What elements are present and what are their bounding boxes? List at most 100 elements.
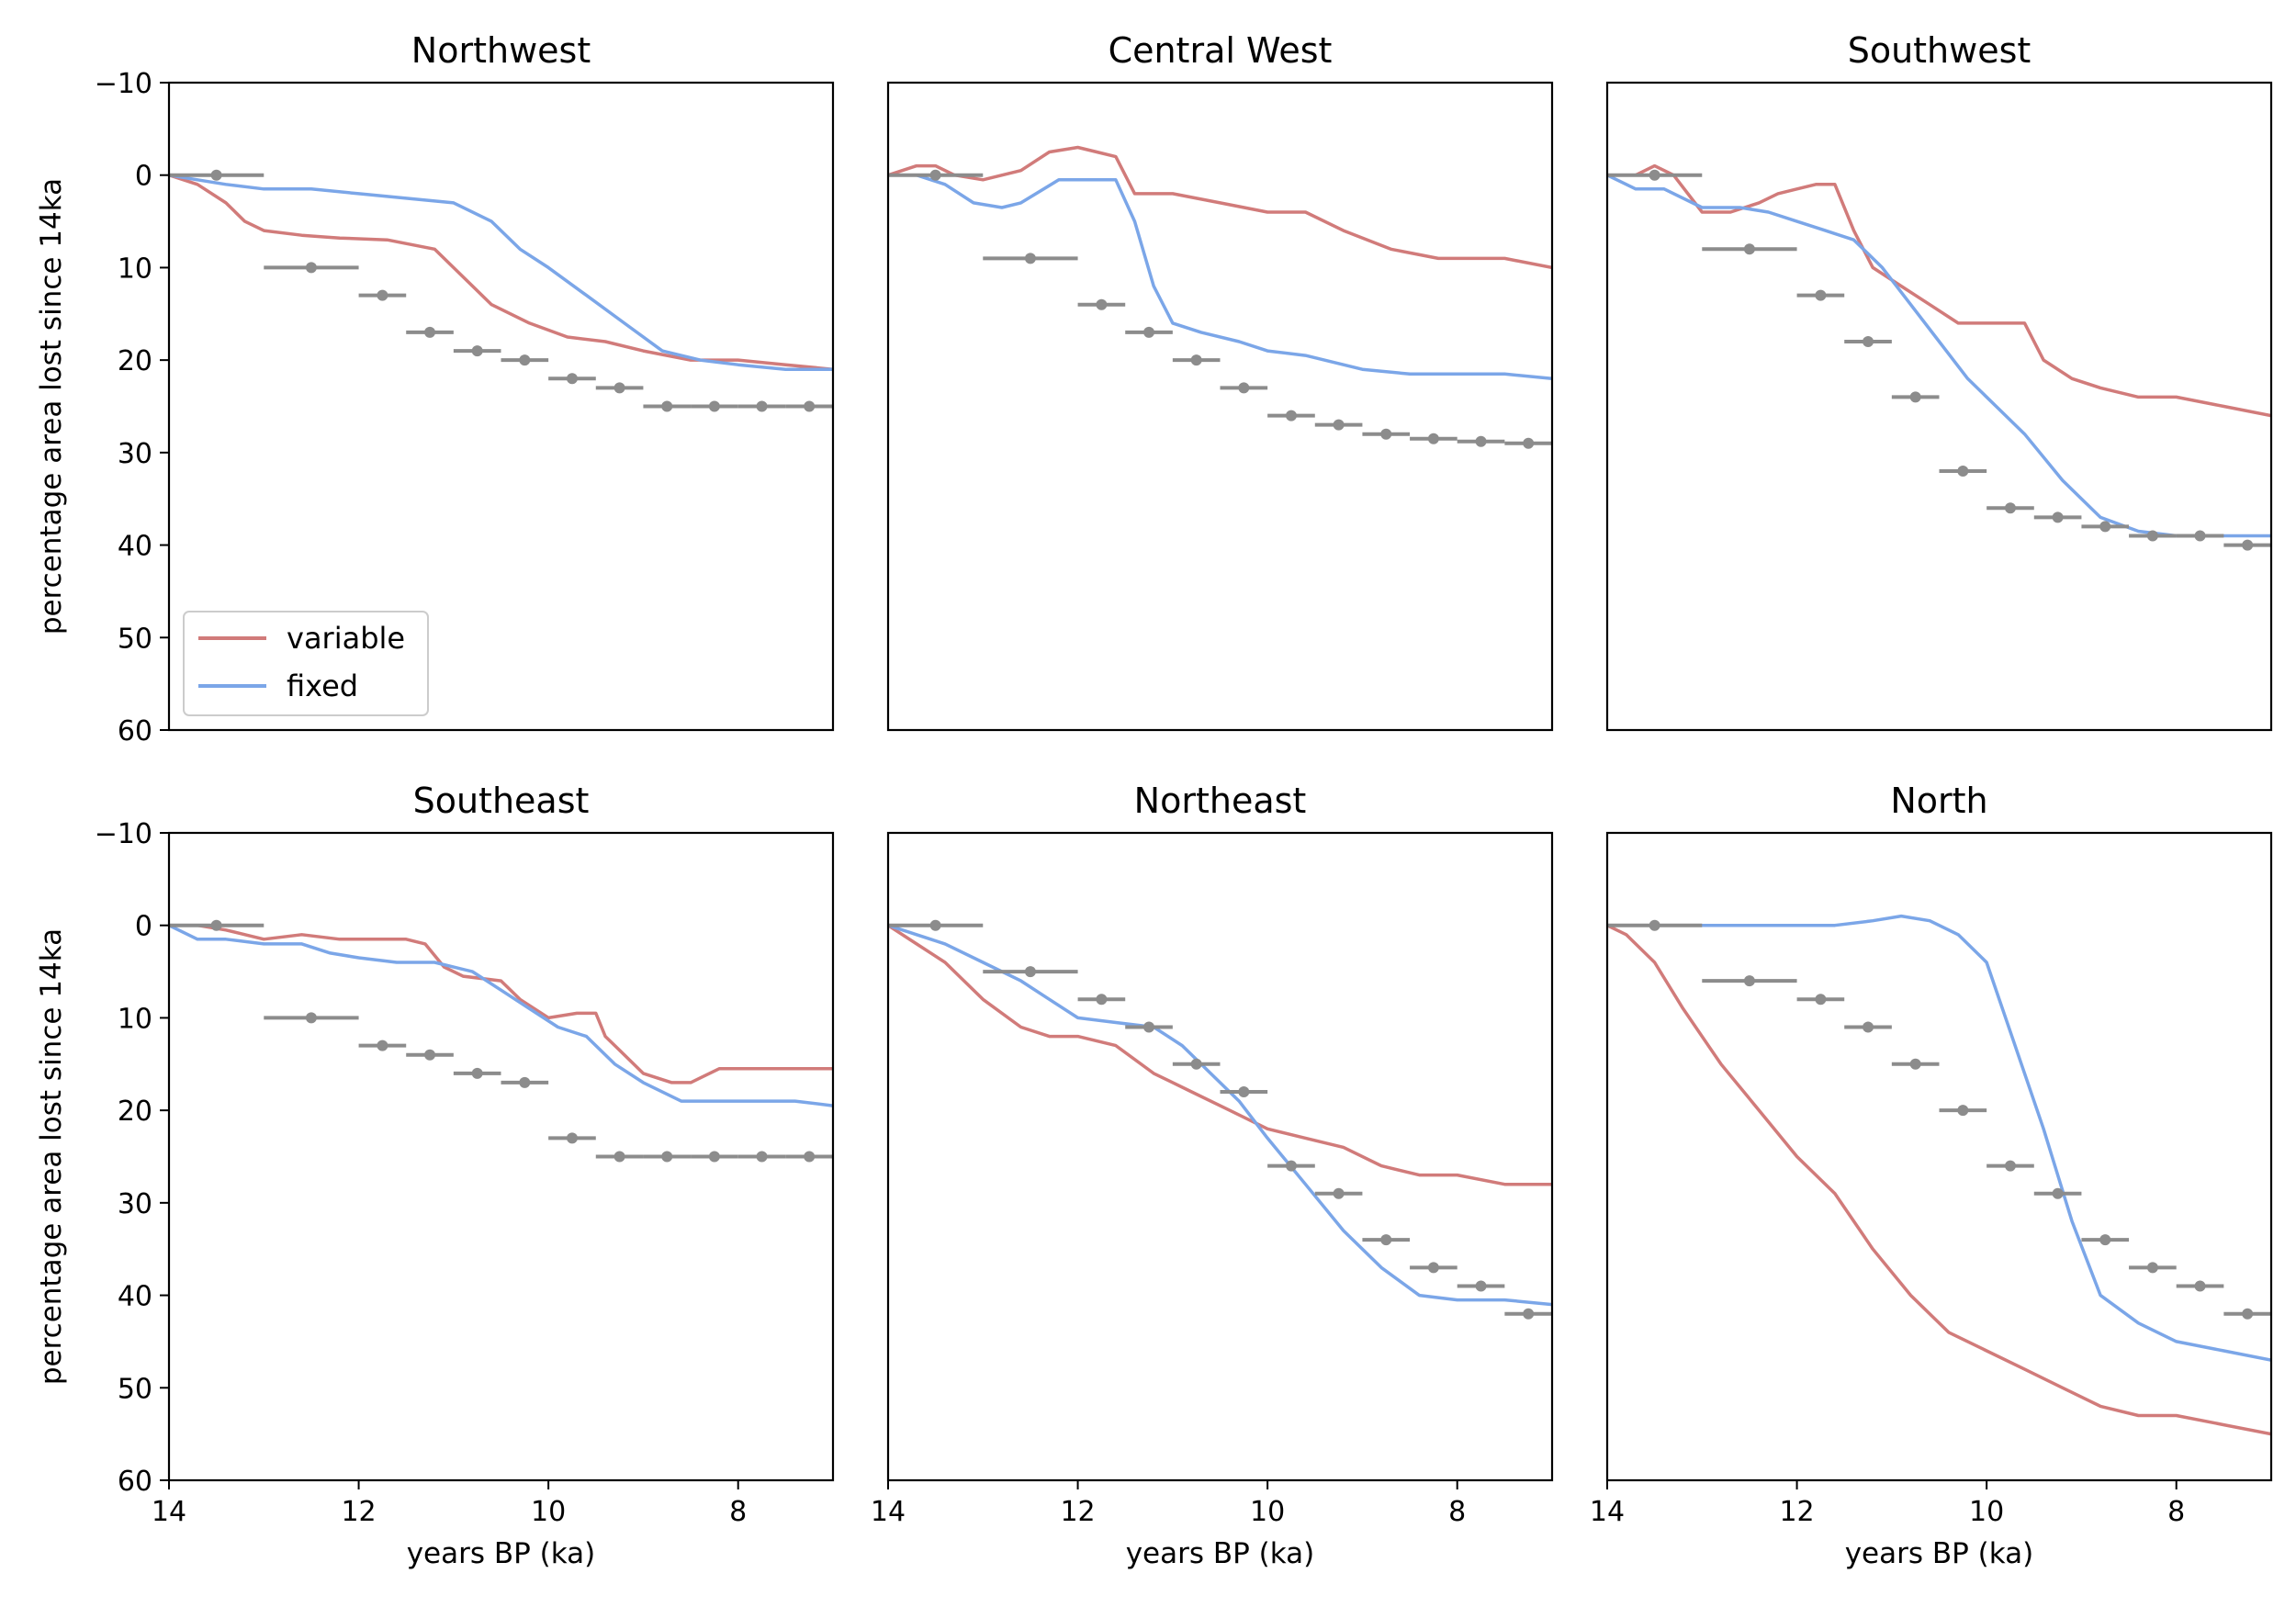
x-tick-label: 12 bbox=[1060, 1496, 1095, 1528]
axes-frame-northwest bbox=[167, 81, 835, 732]
panel-title-north: North bbox=[1890, 781, 1987, 821]
x-tick-label: 8 bbox=[2167, 1496, 2185, 1528]
observation-point bbox=[1475, 435, 1487, 447]
observation-point bbox=[1285, 410, 1297, 421]
series-line-variable bbox=[1607, 163, 2271, 418]
observation-point bbox=[661, 400, 673, 412]
y-tick-label: 60 bbox=[118, 1466, 152, 1498]
observation-point bbox=[1815, 289, 1827, 301]
x-tick-label: 10 bbox=[1250, 1496, 1285, 1528]
series-line-variable bbox=[169, 923, 833, 1084]
observation-point bbox=[708, 400, 720, 412]
y-tick-label: 60 bbox=[118, 715, 152, 747]
observation-point bbox=[377, 1039, 388, 1051]
observation-point bbox=[566, 373, 578, 385]
plot-area-southwest bbox=[1607, 163, 2271, 551]
panel-title-central-west: Central West bbox=[1109, 30, 1333, 71]
series-line-variable bbox=[888, 145, 1552, 270]
panel-title-northeast: Northeast bbox=[1134, 781, 1307, 821]
y-tick-label: 40 bbox=[118, 1281, 152, 1313]
observation-point bbox=[1143, 326, 1155, 338]
observation-point bbox=[1380, 428, 1392, 440]
y-tick-label: 30 bbox=[118, 1188, 152, 1220]
axes-frame-southeast bbox=[167, 831, 835, 1482]
observation-point bbox=[1285, 1160, 1297, 1172]
observation-point bbox=[613, 382, 625, 394]
observation-point bbox=[1190, 1058, 1202, 1070]
panel-southwest: Southwest bbox=[1605, 30, 2273, 732]
observation-point bbox=[661, 1151, 673, 1163]
y-tick-label: 40 bbox=[118, 531, 152, 563]
observation-point bbox=[519, 1076, 531, 1088]
observation-point bbox=[1427, 1262, 1439, 1274]
observation-point bbox=[1909, 1058, 1921, 1070]
observation-point bbox=[2004, 502, 2016, 514]
observation-point bbox=[929, 169, 941, 181]
observation-point bbox=[1190, 354, 1202, 366]
axes-frame-central-west bbox=[886, 81, 1554, 732]
series-line-fixed bbox=[1607, 914, 2271, 1362]
y-tick-label: 20 bbox=[118, 345, 152, 377]
observation-point bbox=[424, 1049, 436, 1061]
series-line-fixed bbox=[888, 173, 1552, 381]
observation-point bbox=[2146, 1262, 2158, 1274]
plot-area-north bbox=[1607, 914, 2271, 1436]
series-line-fixed bbox=[169, 924, 833, 1107]
legend: variable fixed bbox=[183, 611, 429, 716]
observation-point bbox=[708, 1151, 720, 1163]
observation-point bbox=[566, 1132, 578, 1144]
panel-northeast: Northeast 14 12 10 8 years BP (ka) bbox=[871, 781, 1554, 1570]
axes-frame-southwest bbox=[1605, 81, 2273, 732]
legend-label-variable: variable bbox=[287, 621, 405, 656]
x-axis-label: years BP (ka) bbox=[407, 1537, 596, 1570]
observation-point bbox=[1743, 975, 1755, 987]
y-tick-label: 0 bbox=[135, 911, 152, 943]
observation-point bbox=[804, 1151, 816, 1163]
x-tick-label: 10 bbox=[531, 1496, 566, 1528]
observation-point bbox=[1096, 298, 1108, 310]
observation-point bbox=[1238, 1086, 1250, 1097]
panel-north: North 14 12 10 8 years BP (ka) bbox=[1590, 781, 2273, 1570]
series-line-variable bbox=[169, 174, 833, 371]
observation-point bbox=[1863, 336, 1874, 347]
observation-point bbox=[1909, 391, 1921, 403]
y-tick-label: 30 bbox=[118, 438, 152, 470]
observation-point bbox=[2194, 1280, 2206, 1292]
series-line-variable bbox=[1607, 924, 2271, 1436]
observation-point bbox=[1523, 437, 1535, 449]
observation-point bbox=[471, 1067, 483, 1079]
plot-area-southeast bbox=[169, 919, 833, 1163]
observation-point bbox=[1143, 1021, 1155, 1033]
panel-central-west: Central West bbox=[886, 30, 1554, 732]
plot-area-northeast bbox=[888, 919, 1552, 1320]
observation-point bbox=[2099, 521, 2111, 533]
observation-point bbox=[305, 262, 317, 274]
observation-point bbox=[1380, 1234, 1392, 1246]
y-axis-label: percentage area lost since 14ka bbox=[35, 928, 68, 1385]
series-line-fixed bbox=[888, 924, 1552, 1307]
plot-area-central-west bbox=[888, 145, 1552, 449]
x-tick-label: 14 bbox=[152, 1496, 186, 1528]
observation-point bbox=[1024, 966, 1036, 978]
observation-point bbox=[1333, 1187, 1345, 1199]
observation-point bbox=[1523, 1308, 1535, 1320]
panel-title-southeast: Southeast bbox=[413, 781, 590, 821]
observation-point bbox=[1957, 466, 1969, 477]
observation-point bbox=[1024, 253, 1036, 264]
y-tick-label: −10 bbox=[95, 818, 152, 850]
observation-point bbox=[2004, 1160, 2016, 1172]
series-line-variable bbox=[888, 924, 1552, 1186]
observation-point bbox=[519, 354, 531, 366]
observation-point bbox=[210, 919, 222, 931]
observation-point bbox=[1649, 919, 1660, 931]
observation-point bbox=[471, 345, 483, 357]
observation-point bbox=[2099, 1234, 2111, 1246]
observation-point bbox=[2052, 1187, 2064, 1199]
series-line-fixed bbox=[169, 173, 833, 371]
observation-point bbox=[424, 326, 436, 338]
observation-point bbox=[1238, 382, 1250, 394]
observation-point bbox=[1815, 994, 1827, 1006]
observation-point bbox=[1743, 243, 1755, 255]
panel-southeast: Southeast −10 0 10 20 30 40 50 60 percentage area… bbox=[35, 781, 835, 1570]
x-tick-label: 10 bbox=[1969, 1496, 2004, 1528]
